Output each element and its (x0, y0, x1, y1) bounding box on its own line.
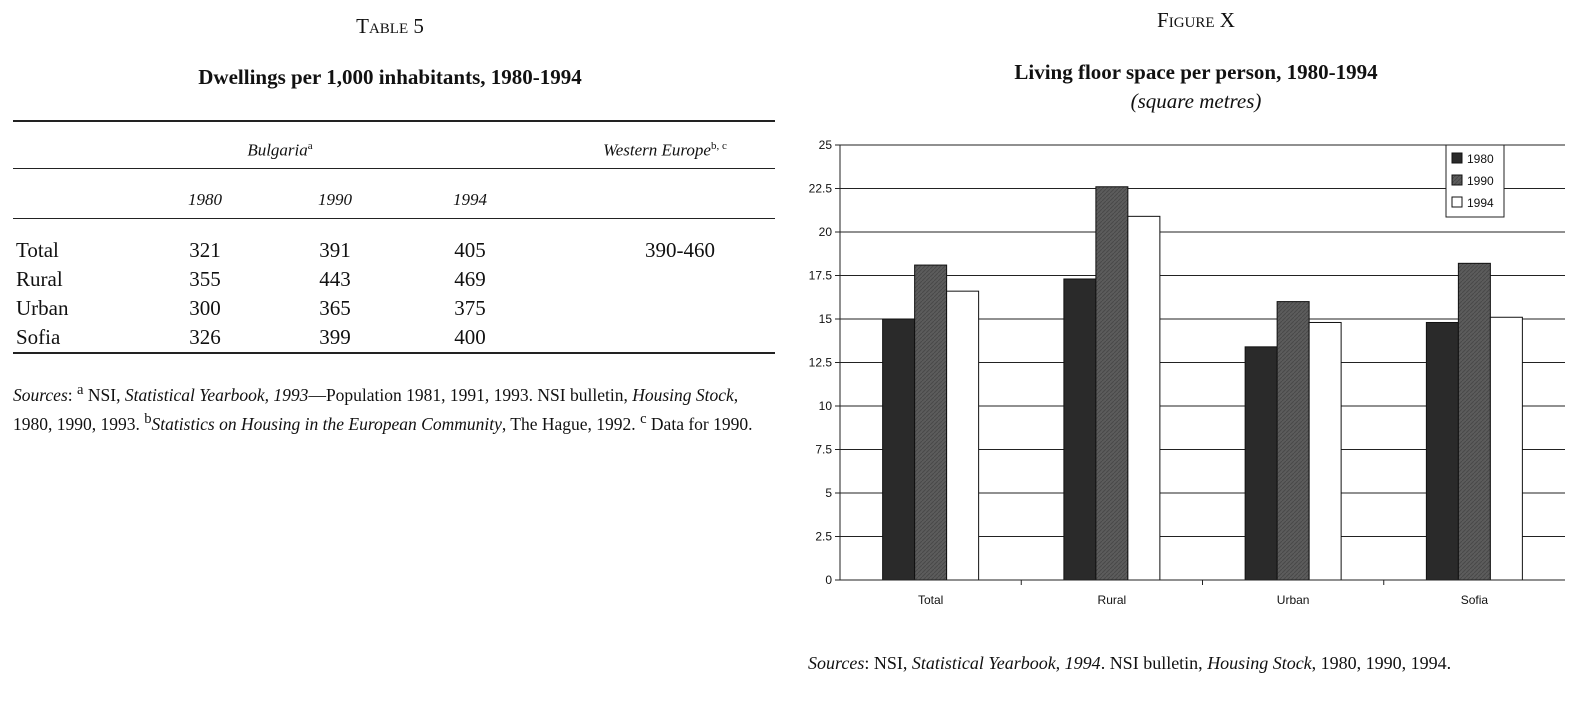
y-tick-label: 7.5 (815, 443, 832, 457)
legend-label: 1990 (1467, 174, 1494, 188)
figure-subtitle: (square metres) (1130, 89, 1262, 113)
table-cell: 399 (319, 325, 351, 349)
x-tick-label: Rural (1098, 593, 1127, 607)
bar-chart: 0 2.5 5 7.5 10 12.5 15 17.5 20 22.5 25 Total Rural Ur… (809, 138, 1565, 607)
table-group-bulgaria-footnote: a (307, 140, 313, 152)
table-bottom-rule (13, 352, 775, 354)
table-cell: 375 (454, 296, 486, 320)
table-cell: 443 (319, 267, 351, 291)
table-cell: 355 (189, 267, 221, 291)
y-tick-label: 0 (825, 573, 832, 587)
y-tick-label: 25 (819, 138, 833, 152)
table-cell: 300 (189, 296, 221, 320)
legend-label: 1994 (1467, 196, 1494, 210)
x-tick-label: Urban (1277, 593, 1310, 607)
y-tick-label: 17.5 (809, 269, 833, 283)
y-tick-label: 5 (825, 486, 832, 500)
y-tick-label: 2.5 (815, 530, 832, 544)
table-row-label: Urban (16, 296, 69, 320)
figure-label: Figure X (1157, 8, 1235, 32)
table-cell: 391 (319, 238, 351, 262)
table-group-bulgaria-label: Bulgaria (247, 140, 308, 160)
table-year-header: 1994 (453, 190, 487, 209)
legend-swatch (1451, 174, 1463, 186)
bar (1308, 321, 1342, 581)
table-cell: 321 (189, 238, 221, 262)
sources-lead: Sources (13, 384, 68, 405)
table-cell: 400 (454, 325, 486, 349)
bar (946, 290, 980, 581)
bar (1276, 301, 1310, 581)
figure-title: Living floor space per person, 1980-1994 (1014, 60, 1378, 84)
legend-swatch (1451, 196, 1463, 208)
table-header-rule (13, 218, 775, 219)
table-group-rule (13, 168, 775, 169)
legend-label: 1980 (1467, 152, 1494, 166)
table-group-western-europe: Western Europeb, c (560, 140, 770, 161)
table-group-western-europe-footnote: b, c (710, 140, 727, 152)
table-year-header: 1990 (318, 190, 352, 209)
y-tick-label: 12.5 (809, 356, 833, 370)
table-year-header: 1980 (188, 190, 222, 209)
sources-lead: Sources (808, 653, 865, 673)
y-tick-label: 20 (819, 225, 833, 239)
legend-swatch (1451, 152, 1463, 164)
bar (1127, 215, 1161, 581)
bar (1489, 316, 1523, 581)
table-group-western-europe-label: Western Europe (603, 140, 711, 160)
table-cell: 326 (189, 325, 221, 349)
table-cell: 390-460 (645, 238, 715, 262)
bar (882, 318, 916, 581)
table-sources: Sources: a NSI, Statistical Yearbook, 19… (13, 382, 753, 434)
bar (1457, 262, 1491, 581)
bar (1244, 346, 1278, 581)
table-row-label: Rural (16, 267, 63, 291)
table-cell: 469 (454, 267, 486, 291)
footnote-marker: c (640, 410, 647, 427)
bar (914, 264, 948, 581)
table-cell: 365 (319, 296, 351, 320)
y-tick-label: 22.5 (809, 182, 833, 196)
table-row-label: Total (16, 238, 59, 262)
figure-sources: Sources: NSI, Statistical Yearbook, 1994… (808, 653, 1452, 673)
table-group-bulgaria: Bulgariaa (180, 140, 380, 161)
bar (1425, 321, 1459, 581)
table-cell: 405 (454, 238, 486, 262)
footnote-marker: b (144, 410, 152, 427)
table-row-label: Sofia (16, 325, 61, 349)
table-label: Table 5 (356, 14, 424, 38)
bar (1095, 186, 1129, 581)
y-tick-label: 10 (819, 399, 833, 413)
x-tick-label: Total (918, 593, 943, 607)
x-tick-label: Sofia (1461, 593, 1489, 607)
bar (1063, 278, 1097, 581)
footnote-marker: a (77, 382, 84, 398)
table-title: Dwellings per 1,000 inhabitants, 1980-19… (198, 65, 582, 89)
table-top-rule (13, 120, 775, 122)
y-tick-label: 15 (819, 312, 833, 326)
